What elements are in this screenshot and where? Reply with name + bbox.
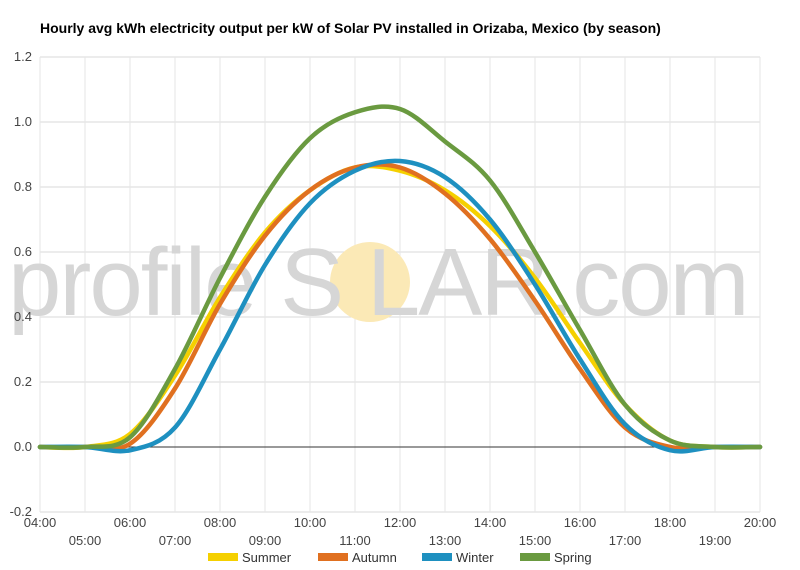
legend-swatch-spring <box>520 553 550 561</box>
legend-label-autumn: Autumn <box>352 550 397 565</box>
chart-title: Hourly avg kWh electricity output per kW… <box>40 20 661 36</box>
y-tick-label: 0.2 <box>14 374 32 389</box>
x-tick-label: 04:00 <box>24 515 57 530</box>
series-layer <box>37 104 763 454</box>
series-line-spring <box>37 104 763 450</box>
series-line-winter <box>37 158 763 454</box>
x-tick-label: 18:00 <box>654 515 687 530</box>
x-tick-label: 17:00 <box>609 533 642 548</box>
legend-swatch-summer <box>208 553 238 561</box>
y-tick-label: 1.0 <box>14 114 32 129</box>
y-tick-label: -0.2 <box>10 504 32 519</box>
y-tick-label: 1.2 <box>14 49 32 64</box>
x-tick-label: 06:00 <box>114 515 147 530</box>
x-tick-label: 10:00 <box>294 515 327 530</box>
y-tick-label: 0.6 <box>14 244 32 259</box>
x-tick-label: 20:00 <box>744 515 777 530</box>
legend-label-summer: Summer <box>242 550 292 565</box>
x-tick-label: 07:00 <box>159 533 192 548</box>
legend-swatch-winter <box>422 553 452 561</box>
legend-swatch-autumn <box>318 553 348 561</box>
y-tick-label: 0.0 <box>14 439 32 454</box>
watermark-text: profile S LAR.com <box>8 229 748 336</box>
y-tick-label: 0.8 <box>14 179 32 194</box>
x-tick-label: 12:00 <box>384 515 417 530</box>
x-tick-label: 05:00 <box>69 533 102 548</box>
x-tick-label: 15:00 <box>519 533 552 548</box>
x-tick-label: 08:00 <box>204 515 237 530</box>
watermark-sun-icon <box>330 242 410 322</box>
x-tick-label: 09:00 <box>249 533 282 548</box>
x-tick-label: 16:00 <box>564 515 597 530</box>
x-tick-label: 13:00 <box>429 533 462 548</box>
watermark-text-right: LAR.com <box>367 229 748 336</box>
legend-label-spring: Spring <box>554 550 592 565</box>
y-tick-label: 0.4 <box>14 309 32 324</box>
x-tick-label: 14:00 <box>474 515 507 530</box>
legend: Summer Autumn Winter Spring <box>208 550 592 565</box>
watermark: profile S LAR.com <box>8 229 750 336</box>
legend-label-winter: Winter <box>456 550 494 565</box>
x-tick-label: 19:00 <box>699 533 732 548</box>
axis-layer: 1.2 1.0 0.8 0.6 0.4 0.2 0.0 -0.204:00 06:00 08:00… <box>10 49 777 548</box>
watermark-text-mid: S <box>280 229 342 336</box>
x-tick-label: 11:00 <box>339 533 371 548</box>
